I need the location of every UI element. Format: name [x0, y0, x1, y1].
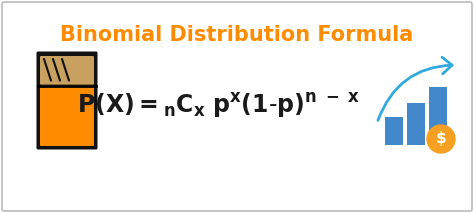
FancyBboxPatch shape [42, 112, 57, 122]
FancyBboxPatch shape [58, 123, 74, 133]
FancyBboxPatch shape [36, 52, 98, 150]
FancyBboxPatch shape [75, 123, 91, 133]
FancyBboxPatch shape [42, 123, 57, 133]
FancyBboxPatch shape [58, 134, 74, 144]
FancyBboxPatch shape [75, 134, 91, 144]
FancyBboxPatch shape [2, 2, 472, 211]
FancyBboxPatch shape [58, 112, 74, 122]
FancyBboxPatch shape [75, 100, 91, 111]
FancyBboxPatch shape [42, 100, 57, 111]
Text: Binomial Distribution Formula: Binomial Distribution Formula [60, 25, 414, 45]
Bar [429, 87, 447, 145]
FancyBboxPatch shape [40, 56, 94, 85]
Text: $\mathbf{P(X) = {}_nC_x\ p^x(1\text{-}p)^{n\ -\ x}}$: $\mathbf{P(X) = {}_nC_x\ p^x(1\text{-}p)… [76, 91, 359, 119]
FancyBboxPatch shape [40, 85, 94, 146]
FancyArrowPatch shape [378, 57, 452, 120]
Circle shape [427, 125, 455, 153]
Text: $: $ [436, 131, 447, 147]
FancyBboxPatch shape [75, 112, 91, 122]
FancyBboxPatch shape [58, 100, 74, 111]
FancyBboxPatch shape [42, 134, 57, 144]
Bar [385, 117, 403, 145]
Bar [407, 103, 425, 145]
